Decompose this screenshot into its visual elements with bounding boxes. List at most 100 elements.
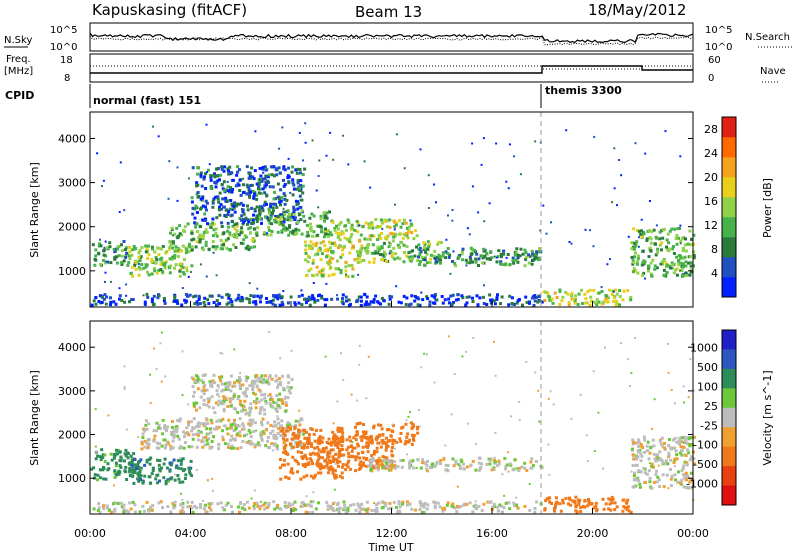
data-cell [304, 258, 308, 262]
data-cell [636, 476, 640, 480]
data-cell [292, 187, 296, 191]
data-cell [132, 481, 136, 485]
data-cell [282, 432, 286, 436]
data-cell [673, 465, 676, 468]
data-cell [342, 453, 346, 457]
data-cell [680, 478, 684, 482]
data-cell [328, 468, 331, 472]
data-cell [329, 256, 333, 260]
data-cell [164, 479, 168, 483]
data-cell [381, 441, 385, 445]
data-cell [255, 233, 259, 237]
data-cell [97, 506, 101, 510]
data-cell [211, 221, 215, 225]
data-cell [187, 423, 191, 427]
ytick-label: 4000 [58, 132, 86, 145]
data-cell [288, 225, 291, 229]
noise-panel-frame [89, 22, 694, 52]
data-cell [202, 300, 206, 304]
data-cell [482, 502, 486, 506]
data-cell [366, 507, 370, 511]
data-cell [450, 302, 454, 306]
data-cell [144, 265, 148, 269]
data-cell [509, 463, 513, 467]
data-cell [261, 381, 265, 385]
data-cell [245, 441, 249, 444]
data-cell [230, 303, 234, 307]
colorbar-tick-label: -1000 [686, 478, 718, 491]
data-cell [530, 466, 534, 470]
data-cell [502, 252, 506, 256]
data-cell [260, 221, 263, 225]
data-cell [123, 387, 126, 390]
data-cell [237, 424, 241, 428]
data-cell [684, 249, 688, 253]
data-cell [421, 298, 425, 302]
data-cell [416, 431, 420, 435]
data-cell [337, 449, 341, 453]
data-cell [158, 459, 162, 463]
data-cell [461, 296, 465, 300]
data-cell [236, 411, 240, 414]
data-cell [320, 252, 324, 256]
data-cell [398, 257, 402, 261]
data-cell [286, 425, 290, 429]
data-cell [412, 466, 416, 470]
data-cell [492, 299, 496, 303]
data-cell [460, 250, 464, 253]
data-cell [604, 502, 608, 506]
data-cell [647, 264, 650, 268]
data-cell [256, 504, 260, 508]
data-cell [373, 251, 377, 255]
data-cell [365, 295, 369, 299]
data-cell [410, 255, 414, 259]
data-cell [570, 291, 574, 295]
data-cell [639, 452, 643, 456]
data-cell [186, 500, 190, 504]
data-cell [141, 436, 145, 439]
data-cell [632, 441, 636, 444]
data-cell [385, 444, 389, 448]
data-cell [604, 297, 608, 301]
data-cell [204, 199, 208, 203]
data-cell [273, 190, 277, 194]
data-cell [231, 437, 235, 441]
data-cell [190, 506, 194, 510]
data-cell [296, 470, 299, 474]
data-cell [252, 196, 256, 200]
data-cell [364, 249, 368, 252]
data-cell [134, 260, 138, 264]
data-cell [528, 508, 532, 512]
data-cell [358, 251, 362, 255]
data-cell [331, 430, 335, 434]
data-cell [177, 437, 181, 441]
data-cell [453, 261, 457, 265]
data-cell [173, 297, 177, 301]
data-cell [444, 468, 448, 472]
data-cell [190, 445, 194, 449]
data-cell [132, 247, 136, 251]
data-cell [307, 295, 311, 299]
data-cell [677, 253, 681, 257]
data-cell [600, 286, 603, 289]
data-cell [311, 461, 315, 465]
data-cell [150, 259, 154, 263]
data-cell [159, 247, 163, 251]
data-cell [310, 229, 313, 233]
data-cell [146, 270, 149, 274]
data-cell [465, 295, 469, 299]
data-cell [97, 502, 101, 506]
data-cell [394, 223, 398, 227]
data-cell [260, 179, 264, 183]
data-cell [235, 204, 239, 208]
data-cell [224, 398, 228, 401]
data-cell [643, 480, 647, 484]
data-cell [297, 294, 301, 298]
data-cell [222, 409, 226, 413]
data-cell [192, 390, 196, 394]
data-cell [681, 237, 684, 240]
data-cell [173, 232, 177, 236]
data-cell [459, 505, 463, 509]
data-cell [652, 228, 656, 232]
data-cell [214, 401, 218, 405]
